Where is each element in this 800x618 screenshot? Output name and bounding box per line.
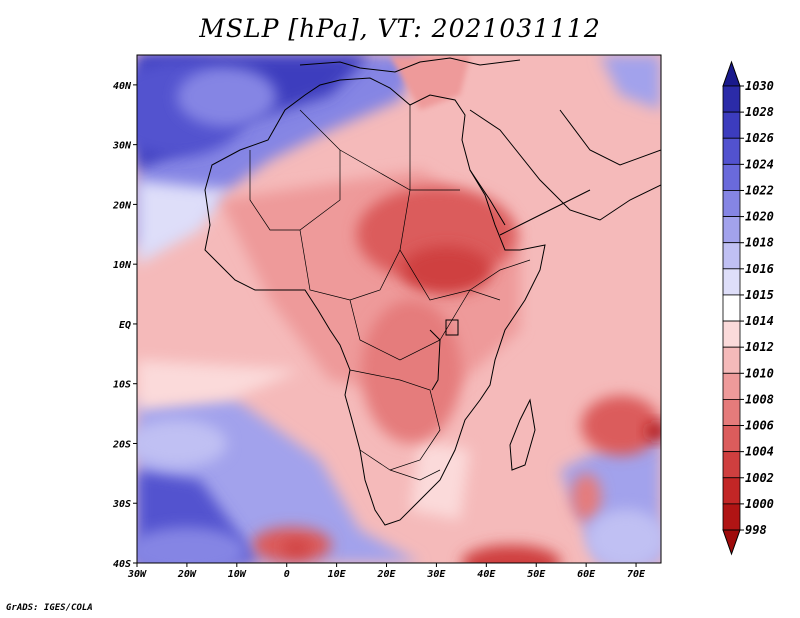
colorbar-swatch (722, 268, 741, 296)
colorbar-swatch (722, 294, 741, 322)
colorbar-swatch (722, 111, 741, 139)
lat-tick-label: 20S (112, 439, 131, 450)
lat-tick-label: 40S (113, 559, 131, 570)
gulf-of-aden (499, 189, 591, 236)
colorbar-label: 1004 (745, 445, 774, 459)
colorbar-label: 1000 (745, 497, 774, 511)
lon-tick-label: 30W (127, 569, 147, 580)
colorbar-label: 1014 (745, 314, 774, 328)
pressure-field (137, 55, 661, 563)
pressure-blob-5 (581, 395, 661, 456)
colorbar-label: 1012 (745, 340, 774, 354)
colorbar-swatch (722, 163, 741, 191)
colorbar-swatch (722, 503, 741, 531)
border-ethiopia (469, 259, 531, 291)
colorbar-label: 1030 (745, 79, 774, 93)
colorbar-label: 998 (745, 523, 767, 537)
colorbar: 1030 1028 1026 1024 1022 1020 1018 1016 1015 1014… (722, 60, 774, 556)
lat-tick-label: 20N (112, 200, 132, 211)
lat-tick-label: 10N (113, 260, 132, 271)
lon-tick-label: 0 (284, 569, 290, 580)
border-south-africa (389, 469, 441, 481)
pressure-blob-9 (461, 545, 562, 563)
colorbar-label: 1006 (745, 419, 774, 433)
colorbar-top-arrow (722, 60, 741, 87)
lon-tick-label: 70E (627, 569, 646, 580)
coastlines (204, 57, 661, 526)
pressure-blob-1 (176, 66, 277, 127)
lon-tick-label: 50E (527, 569, 546, 580)
colorbar-swatch (722, 346, 741, 374)
map-axes: 30W 20W 10W 0 10E 20E 30E 40E 50E 60E 70E 40N 30N 20N… (112, 81, 646, 580)
pressure-blob-12 (137, 419, 227, 468)
colorbar-swatch (722, 451, 741, 479)
lon-tick-label: 20W (177, 569, 197, 580)
border-congo (349, 289, 501, 361)
colorbar-label: 1008 (745, 392, 774, 406)
colorbar-label: 1020 (745, 210, 774, 224)
lat-tick-label: 40N (113, 81, 132, 92)
madagascar-outline (509, 398, 536, 471)
europe-coast (299, 57, 521, 73)
colorbar-label: 1010 (745, 366, 774, 380)
colorbar-swatch (722, 372, 741, 400)
mediterranean-low (390, 56, 470, 110)
pressure-blob-3 (401, 246, 492, 295)
red-sea (469, 169, 506, 226)
colorbar-label: 1002 (745, 471, 774, 485)
tropical-atlantic-band (137, 360, 300, 410)
lon-tick-label: 30E (426, 569, 446, 580)
lat-tick-label: 10S (113, 380, 131, 391)
lat-tick-label: 30S (112, 499, 131, 510)
lon-tick-label: 60E (577, 569, 596, 580)
pressure-blob-11 (137, 527, 247, 563)
colorbar-swatch (722, 216, 741, 244)
colorbar-label: 1022 (745, 183, 774, 197)
colorbar-swatch (722, 85, 741, 113)
lon-tick-label: 10E (328, 569, 347, 580)
colorbar-label: 1026 (745, 131, 774, 145)
central-asia-high (600, 55, 661, 110)
colorbar-swatch (722, 320, 741, 348)
lon-tick-label: 20E (376, 569, 396, 580)
pressure-blob-10 (571, 473, 602, 522)
colorbar-label: 1018 (745, 236, 774, 250)
map-title: MSLP [hPa], VT: 2021031112 (199, 14, 601, 43)
persian-gulf (559, 109, 661, 166)
colorbar-swatch (722, 137, 741, 165)
africa-outline (204, 77, 546, 526)
lon-tick-label: 40E (477, 569, 496, 580)
colorbar-bottom-arrow (722, 529, 741, 556)
arabia-coast (469, 109, 661, 221)
country-borders (249, 105, 531, 481)
lon-tick-label: 10W (228, 569, 247, 580)
lake-tanganyika (429, 329, 441, 391)
colorbar-label: 1015 (745, 288, 774, 302)
colorbar-swatch (722, 190, 741, 217)
colorbar-label: 1028 (745, 105, 774, 119)
colorbar-swatch (722, 477, 741, 505)
pressure-blob-6 (646, 422, 661, 441)
colorbar-swatch (722, 399, 741, 426)
lat-tick-label: EQ (119, 320, 131, 331)
map-frame (136, 54, 662, 564)
colorbar-label: 1016 (745, 262, 774, 276)
pressure-blob-8 (281, 540, 312, 556)
colorbar-label: 1024 (745, 157, 774, 171)
grads-credit: GrADS: IGES/COLA (6, 603, 93, 613)
pressure-blobs (137, 60, 661, 563)
colorbar-swatch (722, 242, 741, 270)
pressure-blob-13 (586, 509, 661, 563)
colorbar-swatch (722, 425, 741, 453)
lat-tick-label: 30N (112, 141, 132, 152)
